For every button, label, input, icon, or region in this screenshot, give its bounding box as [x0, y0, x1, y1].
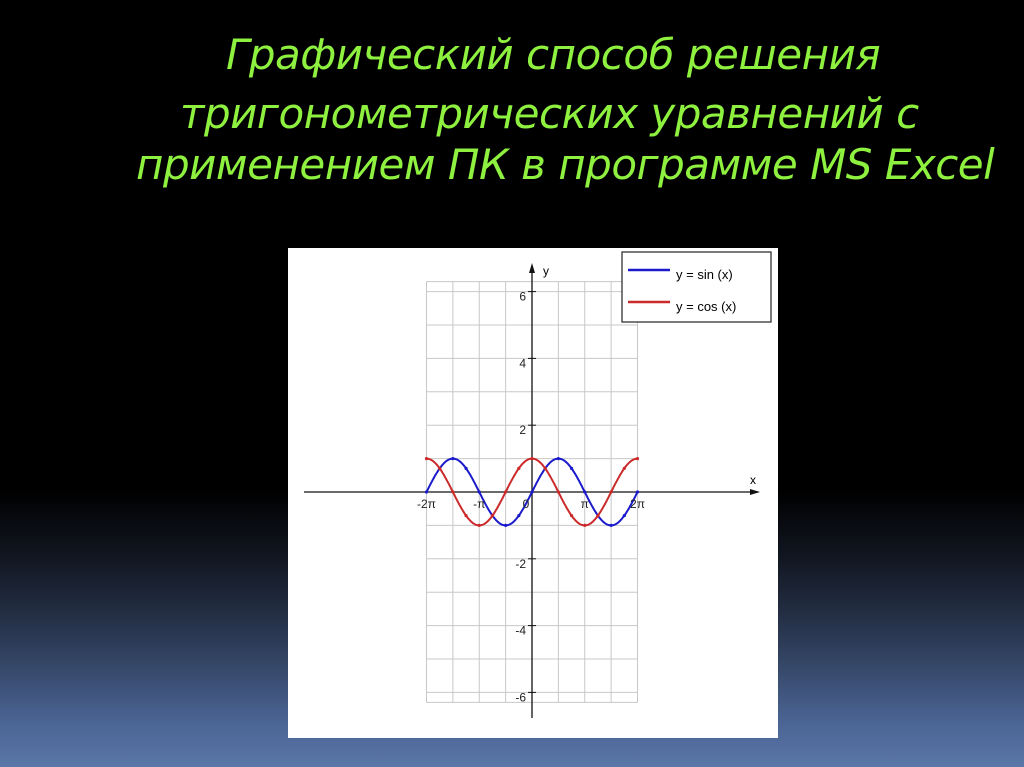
slide-title-line-2: тригонометрических уравнений с — [180, 89, 919, 138]
data-point-sin — [635, 490, 640, 494]
x-tick-label: 2π — [630, 497, 645, 511]
y-tick-label: -4 — [515, 624, 526, 638]
data-point-sin — [556, 457, 560, 461]
data-point-cos — [622, 466, 626, 470]
data-point-cos — [609, 490, 613, 494]
y-tick-label: -2 — [515, 557, 526, 571]
data-point-cos — [583, 523, 587, 527]
data-point-sin — [583, 490, 587, 494]
series-group — [424, 457, 640, 527]
data-point-sin — [424, 490, 429, 494]
x-axis-label: x — [750, 473, 756, 487]
data-point-cos — [438, 466, 442, 470]
x-tick-label: π — [581, 497, 589, 511]
x-tick-label: -π — [473, 497, 485, 511]
data-point-sin — [477, 490, 481, 494]
x-axis-arrow — [750, 489, 760, 495]
data-point-cos — [477, 523, 481, 527]
y-axis-arrow — [529, 263, 535, 273]
y-axis-label: y — [543, 264, 549, 278]
chart-svg: 6 4 2 -2 -4 -6 -2π -π 0 π 2π y x y = sin (x) y = c… — [304, 251, 772, 718]
legend-label-sin: y = sin (x) — [676, 267, 733, 282]
data-point-cos — [517, 466, 521, 470]
legend-box — [621, 251, 772, 323]
data-point-cos — [543, 466, 547, 470]
legend: y = sin (x) y = cos (x) — [621, 251, 772, 323]
data-point-sin — [609, 523, 613, 527]
slide-title-line-3: применением ПК в программе MS Excel — [136, 140, 995, 189]
tick-labels: 6 4 2 -2 -4 -6 -2π -π 0 π 2π — [417, 290, 645, 705]
y-tick-label: 4 — [519, 356, 526, 370]
data-point-sin — [622, 514, 626, 518]
data-point-cos — [556, 490, 560, 494]
data-point-sin — [451, 457, 455, 461]
data-point-sin — [569, 466, 574, 470]
data-point-cos — [504, 490, 508, 494]
data-point-cos — [530, 457, 534, 461]
data-point-cos — [424, 457, 429, 461]
data-point-cos — [569, 514, 574, 518]
data-point-cos — [596, 514, 600, 518]
data-point-cos — [635, 457, 640, 461]
chart: 6 4 2 -2 -4 -6 -2π -π 0 π 2π y x y = sin (x) y = c… — [288, 248, 778, 738]
slide-title-line-1: Графический способ решения — [226, 30, 881, 79]
data-point-cos — [464, 514, 468, 518]
y-tick-label: -6 — [515, 690, 526, 704]
y-tick-label: 2 — [519, 423, 526, 437]
data-point-sin — [504, 523, 508, 527]
data-point-sin — [517, 514, 521, 518]
legend-label-cos: y = cos (x) — [676, 299, 736, 314]
data-point-cos — [451, 490, 455, 494]
data-point-sin — [464, 466, 468, 470]
data-point-sin — [530, 490, 534, 494]
data-point-cos — [490, 514, 495, 518]
x-tick-label: -2π — [417, 497, 436, 511]
y-tick-label: 6 — [519, 290, 526, 304]
x-tick-label: 0 — [523, 497, 530, 511]
